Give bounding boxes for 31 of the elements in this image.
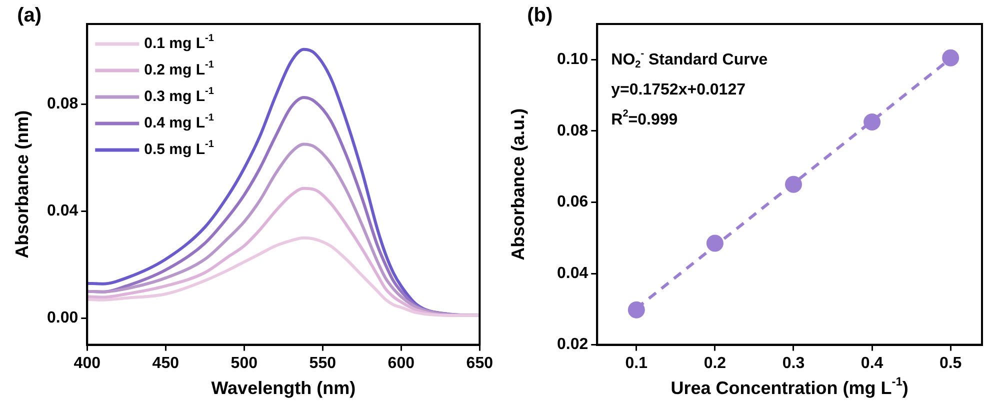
x-axis-title: Wavelength (nm) [211,378,356,398]
point [942,49,960,66]
chart-title: (a) [17,4,42,27]
point [785,176,802,193]
y-axis-title: Absorbance (a.u.) [508,108,528,260]
y-tick-label: 0.04 [47,202,78,220]
point [864,114,881,131]
chart-title: (b) [527,4,553,27]
x-tick-label: 600 [388,354,415,372]
y-tick-label: 0.10 [557,51,588,68]
y-tick-label: 0.00 [47,309,78,326]
x-tick-label: 450 [152,354,180,372]
x-tick-label: 550 [309,354,336,372]
x-tick-label: 500 [230,354,258,372]
annotation: y=0.1752x+0.0127 [611,81,746,98]
x-tick-label: 0.4 [860,354,884,372]
line-series [87,236,480,317]
x-tick-label: 0.3 [782,354,805,372]
y-axis-title: Absorbance (nm) [12,110,32,258]
x-tick-label: 0.5 [939,354,962,372]
point [628,301,645,318]
y-tick-label: 0.04 [557,264,588,282]
y-tick-label: 0.08 [557,122,588,140]
y-tick-label: 0.06 [557,194,588,211]
x-tick-label: 0.1 [625,354,648,372]
x-tick-label: 0.2 [704,354,726,372]
point [706,234,724,252]
x-tick-label: 650 [466,354,494,372]
y-tick-label: 0.08 [47,96,78,113]
x-tick-label: 400 [74,354,101,372]
y-tick-label: 0.02 [557,336,588,354]
